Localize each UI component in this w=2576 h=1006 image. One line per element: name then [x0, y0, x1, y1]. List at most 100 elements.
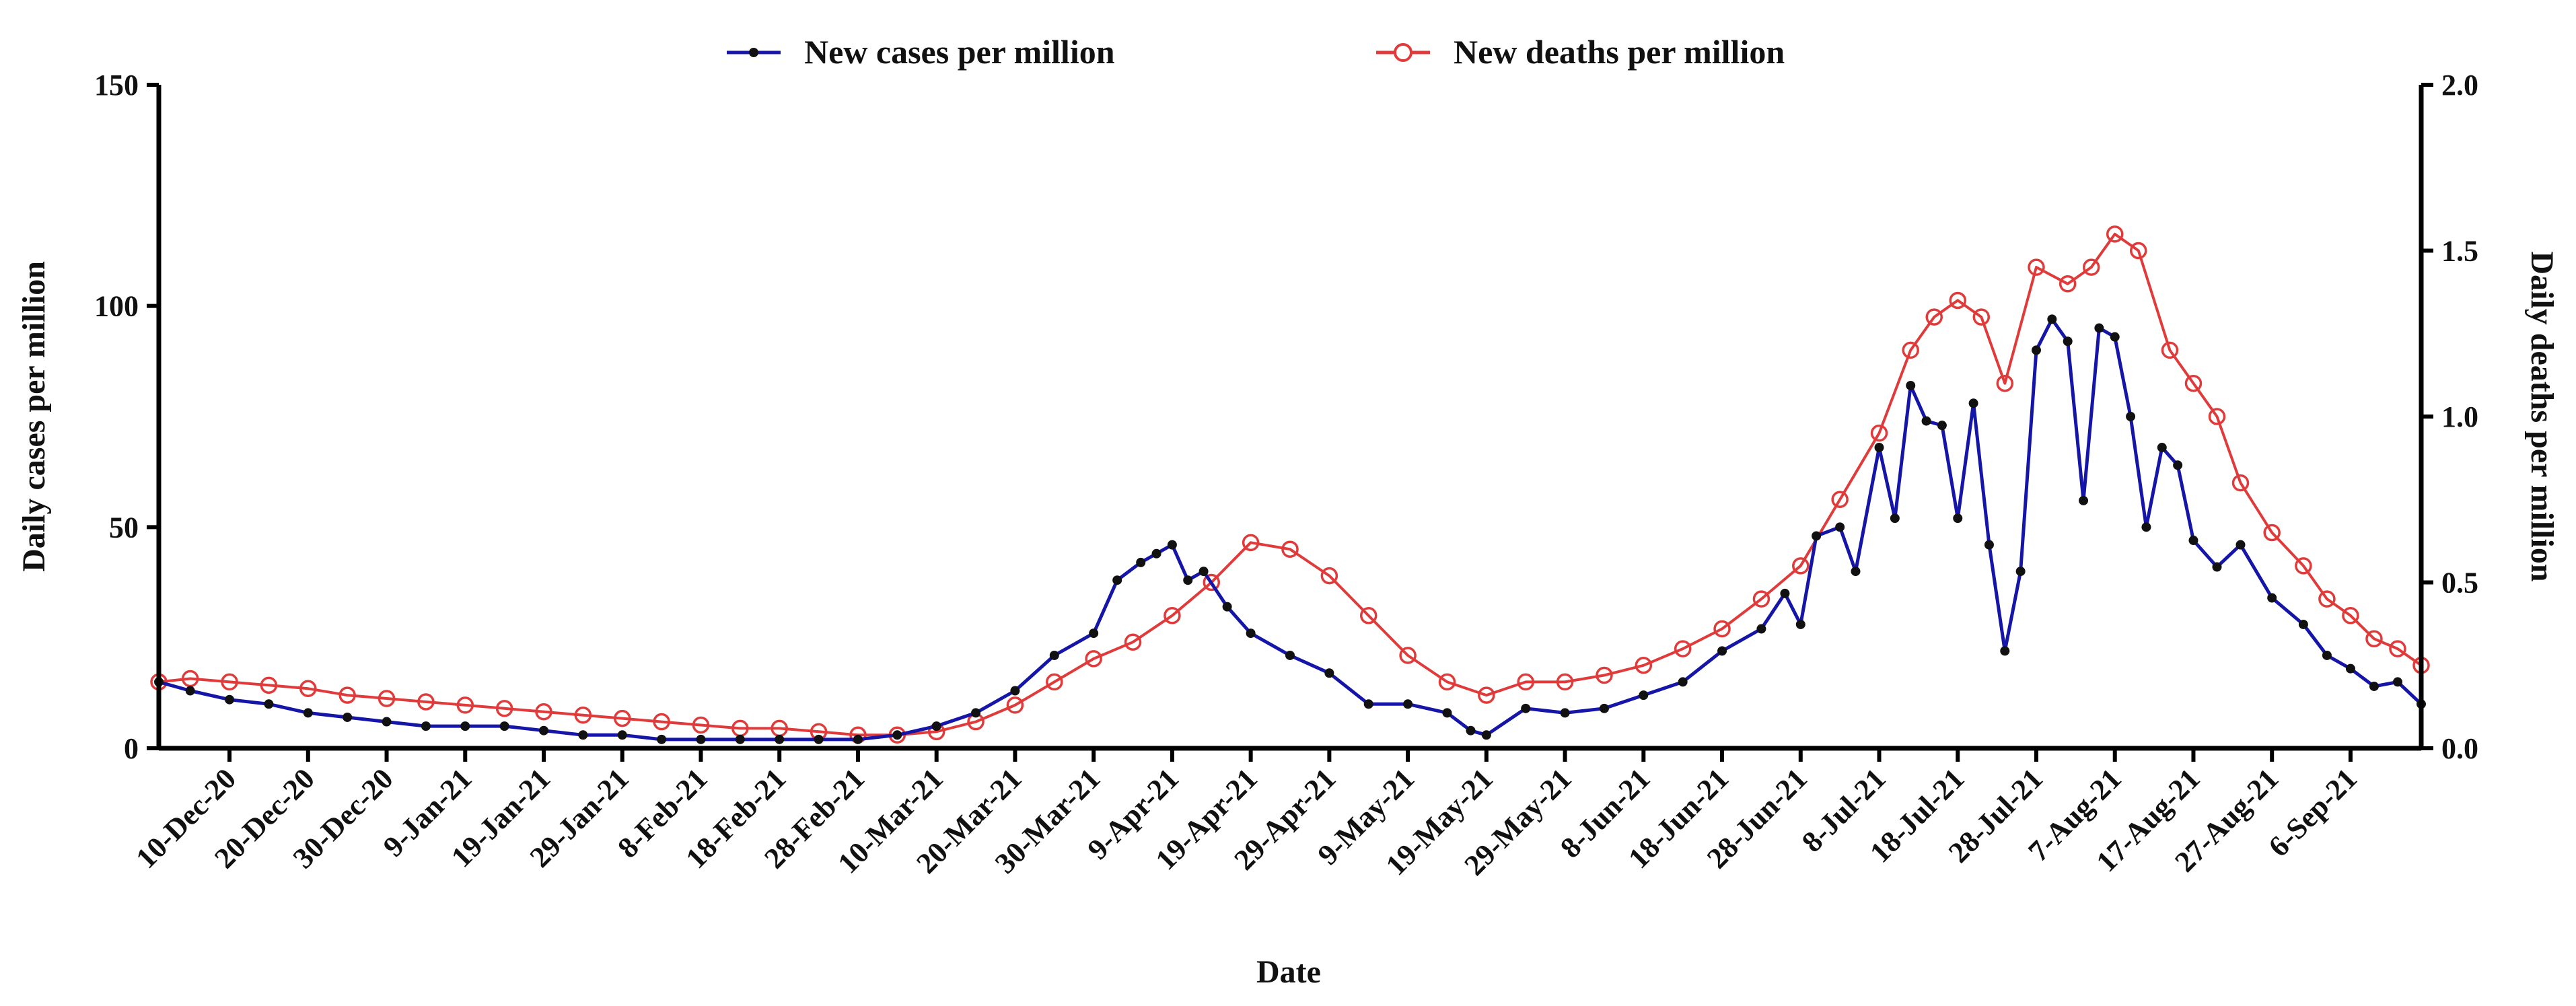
data-point-deaths: [1674, 640, 1692, 657]
data-point-cases: [1112, 575, 1122, 585]
data-point-cases: [2031, 345, 2041, 355]
data-point-cases: [1953, 513, 1963, 524]
data-point-deaths: [1752, 590, 1770, 608]
data-point-cases: [1466, 725, 1476, 735]
data-point-cases: [1599, 703, 1609, 713]
data-point-deaths: [1996, 374, 2014, 392]
data-point-cases: [2063, 336, 2073, 347]
data-point-deaths: [2318, 590, 2336, 608]
series-deaths: [150, 225, 2430, 744]
data-point-cases: [2212, 562, 2222, 572]
data-point-deaths: [378, 690, 396, 707]
data-point-cases: [2298, 619, 2308, 629]
legend-label-deaths: New deaths per million: [1454, 33, 1785, 71]
left-y-tick-label: 0: [124, 732, 139, 765]
data-point-deaths: [1478, 686, 1495, 704]
data-point-deaths: [2389, 640, 2406, 657]
data-point-deaths: [1085, 650, 1102, 668]
data-point-cases: [2345, 663, 2355, 674]
right-y-tick-label: 1.5: [2441, 235, 2478, 268]
data-point-cases: [1678, 677, 1688, 687]
x-axis-title: Date: [1256, 954, 1321, 990]
data-point-cases: [617, 730, 627, 740]
data-point-deaths: [1281, 540, 1299, 558]
data-point-deaths: [338, 686, 356, 704]
series-line-cases: [158, 317, 2423, 742]
right-y-tick-label: 0.5: [2441, 567, 2478, 600]
data-point-cases: [2141, 522, 2151, 532]
data-point-cases: [2126, 412, 2136, 421]
left-y-tick-label: 150: [94, 69, 139, 102]
data-point-cases: [1639, 690, 1649, 700]
data-point-cases: [1851, 567, 1861, 577]
data-point-cases: [892, 730, 902, 740]
data-point-cases: [1780, 588, 1790, 598]
data-point-cases: [2047, 314, 2057, 324]
data-point-cases: [1937, 421, 1947, 431]
data-point-cases: [1010, 686, 1020, 696]
data-point-deaths: [535, 703, 552, 721]
data-point-deaths: [2161, 341, 2179, 359]
data-point-cases: [499, 721, 509, 731]
data-point-cases: [1222, 602, 1232, 612]
data-point-cases: [657, 734, 667, 744]
data-point-cases: [1795, 619, 1805, 629]
right-y-tick-label: 2.0: [2441, 69, 2478, 102]
data-point-cases: [814, 734, 824, 744]
data-point-cases: [775, 734, 785, 744]
right-y-axis-title: Daily deaths per million: [2524, 251, 2560, 581]
data-point-cases: [1403, 699, 1413, 709]
data-point-cases: [1183, 575, 1193, 585]
series-cases: [154, 314, 2426, 744]
data-point-cases: [1324, 668, 1334, 678]
data-point-deaths: [2342, 607, 2359, 624]
data-point-cases: [1984, 540, 1994, 550]
data-point-deaths: [1203, 573, 1221, 591]
legend-item-deaths: New deaths per million: [1376, 33, 1785, 71]
left-y-axis-title: Daily cases per million: [16, 261, 52, 572]
data-point-cases: [1560, 708, 1570, 718]
data-point-deaths: [692, 716, 710, 734]
data-point-cases: [1167, 540, 1177, 550]
data-point-cases: [2110, 332, 2120, 342]
data-point-cases: [185, 686, 195, 696]
data-point-deaths: [1635, 657, 1653, 674]
right-y-tick-label: 0.0: [2441, 732, 2478, 765]
data-point-deaths: [260, 676, 278, 694]
x-tick-label: 6-Sep-21: [2262, 762, 2363, 863]
data-point-deaths: [1124, 633, 1142, 651]
data-point-deaths: [2028, 258, 2045, 276]
data-point-cases: [853, 734, 863, 744]
data-point-cases: [1717, 646, 1727, 656]
data-point-cases: [421, 721, 431, 731]
data-point-deaths: [1006, 696, 1024, 714]
left-y-tick-label: 100: [94, 290, 139, 323]
data-point-cases: [1756, 624, 1766, 634]
data-point-cases: [2188, 536, 2198, 546]
data-point-cases: [2094, 323, 2104, 333]
data-point-cases: [2000, 646, 2010, 656]
data-point-deaths: [1242, 534, 1260, 552]
data-point-deaths: [2059, 275, 2077, 293]
data-point-deaths: [221, 673, 238, 691]
data-point-deaths: [1046, 673, 1063, 691]
data-point-cases: [1089, 628, 1099, 639]
left-y-ticks: 0 50 100 150: [94, 69, 159, 765]
data-point-cases: [2369, 681, 2379, 691]
data-point-cases: [1521, 703, 1531, 713]
left-y-tick-label: 50: [109, 511, 139, 544]
data-point-deaths: [1925, 308, 1943, 326]
data-point-cases: [1285, 650, 1295, 660]
data-point-cases: [343, 712, 353, 722]
data-point-deaths: [574, 706, 592, 724]
data-point-deaths: [495, 700, 513, 717]
legend: New cases per million New deaths per mil…: [727, 33, 1785, 71]
data-point-deaths: [1438, 673, 1456, 691]
data-point-deaths: [2295, 557, 2312, 575]
data-point-cases: [2015, 567, 2026, 577]
data-point-deaths: [1713, 620, 1731, 638]
data-point-deaths: [2130, 242, 2147, 260]
data-point-cases: [225, 694, 235, 705]
data-point-deaths: [2208, 408, 2226, 425]
